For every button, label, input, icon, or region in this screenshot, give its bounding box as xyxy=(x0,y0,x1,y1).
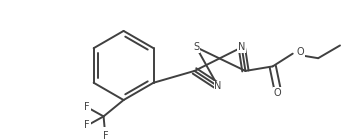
Text: N: N xyxy=(214,81,222,91)
Text: F: F xyxy=(103,131,108,140)
Text: O: O xyxy=(274,88,281,98)
Text: O: O xyxy=(296,47,304,57)
Text: N: N xyxy=(238,42,246,52)
Text: F: F xyxy=(84,121,90,130)
Text: S: S xyxy=(193,42,199,52)
Text: F: F xyxy=(84,102,90,112)
